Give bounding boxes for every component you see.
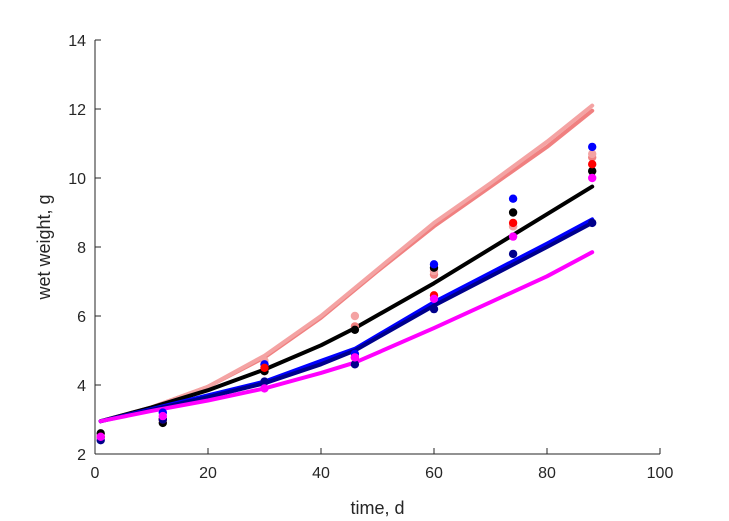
data-point-s7-3	[260, 384, 269, 393]
data-point-s4-7	[588, 142, 597, 152]
data-point-s6-6	[508, 249, 518, 259]
y-tick-label-3: 8	[77, 240, 86, 257]
x-tick-label-3: 60	[425, 465, 443, 482]
data-point-s7-6	[508, 232, 518, 241]
fit-curves	[98, 103, 595, 424]
data-point-s2-7	[588, 149, 597, 159]
data-point-s7-1	[96, 432, 105, 441]
data-point-s7-5	[429, 294, 439, 303]
fit-curve-1	[98, 108, 595, 424]
x-axis-label: time, d	[350, 498, 404, 518]
data-point-s4-6	[508, 194, 518, 203]
fit-curve-4	[98, 217, 595, 424]
data-point-s3-4	[350, 325, 360, 334]
data-point-s7-7	[588, 173, 597, 183]
fit-curve-3	[98, 184, 595, 424]
axes: 0 20 40 60 80 100 2 4 6 8 10 12 14	[68, 33, 673, 482]
data-point-s6-3	[260, 377, 269, 386]
y-tick-label-0: 2	[77, 447, 86, 464]
data-point-s3-7	[588, 166, 597, 176]
data-points	[96, 142, 597, 445]
data-point-s6-7	[588, 218, 597, 228]
x-tick-label-4: 80	[538, 465, 556, 482]
y-tick-label-6: 14	[68, 33, 86, 50]
y-tick-label-5: 12	[68, 102, 86, 119]
y-tick-label-1: 4	[77, 378, 86, 395]
y-tick-label-2: 6	[77, 309, 86, 326]
x-tick-label-1: 20	[199, 465, 217, 482]
x-tick-label-5: 100	[647, 465, 674, 482]
data-point-s2-4	[350, 311, 360, 321]
x-tick-label-0: 0	[91, 465, 100, 482]
data-point-s7-4	[350, 353, 360, 362]
y-tick-label-4: 10	[68, 171, 86, 188]
x-tick-label-2: 40	[312, 465, 330, 482]
data-point-s7-2	[158, 411, 167, 421]
data-point-s3-6	[508, 208, 518, 217]
data-point-s6-4	[350, 360, 360, 369]
y-axis-label: wet weight, g	[34, 194, 54, 300]
data-point-s6-5	[429, 304, 439, 314]
fit-curve-7	[98, 250, 595, 424]
fit-curve-6	[98, 220, 595, 424]
data-point-s4-5	[429, 260, 439, 269]
data-point-s5-7	[588, 160, 597, 169]
data-point-s5-3	[260, 363, 269, 372]
data-point-s5-6	[508, 218, 518, 228]
